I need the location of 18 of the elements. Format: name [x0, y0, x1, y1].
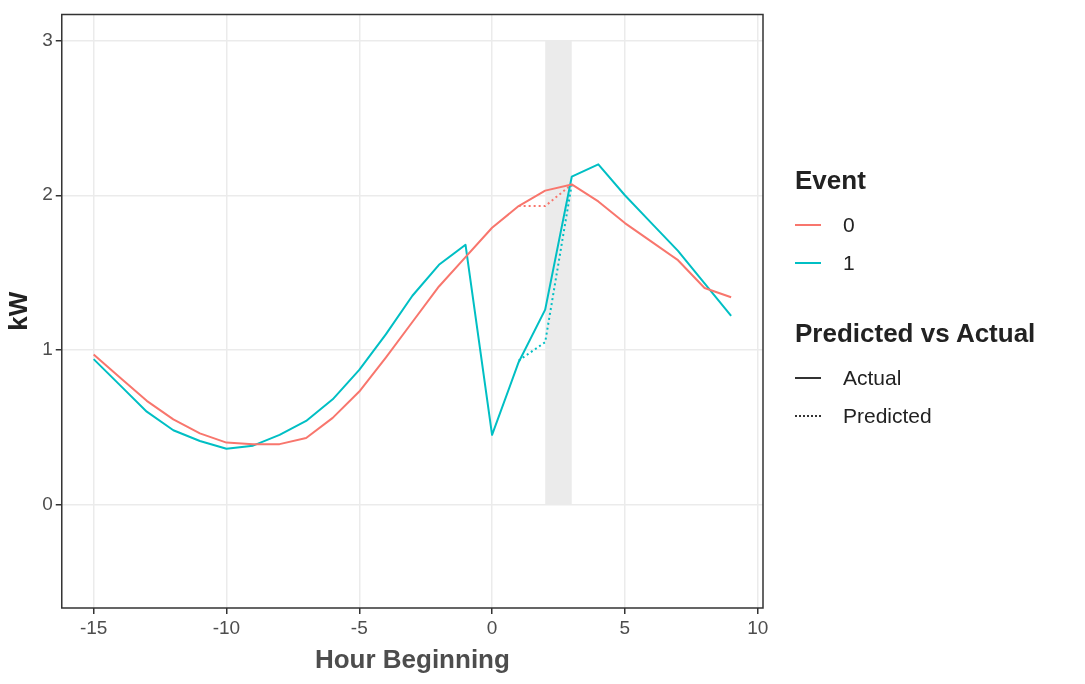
legend-title: Event	[795, 165, 867, 196]
y-tick-label: 3	[42, 28, 53, 50]
x-tick-label: 5	[619, 616, 631, 638]
text: Predicted vs Actual	[795, 318, 1036, 349]
y-tick-label: 2	[42, 183, 53, 205]
x-tick-label: -15	[79, 616, 108, 638]
legend-label: 1	[843, 251, 855, 275]
x-tick-label: -5	[350, 616, 368, 638]
x-tick-label: 10	[747, 616, 769, 638]
x-tick-label: -10	[212, 616, 241, 638]
x-tick-label: 0	[486, 616, 498, 638]
y-tick-label: 1	[42, 338, 53, 360]
text: Actual	[843, 366, 902, 390]
y-axis-title: kW	[2, 291, 33, 331]
x-axis-title: Hour Beginning	[314, 643, 510, 674]
y-tick-label: 0	[42, 492, 53, 514]
legend-label: 0	[843, 213, 855, 237]
text: Predicted	[843, 404, 932, 428]
